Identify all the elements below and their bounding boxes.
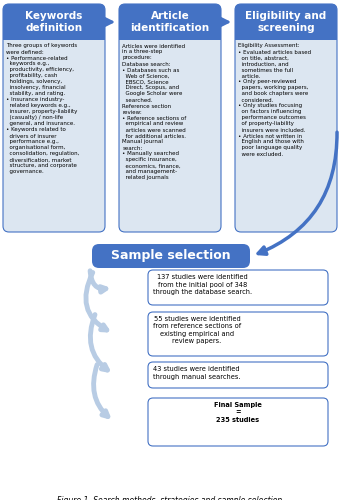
FancyBboxPatch shape [119, 4, 221, 232]
FancyBboxPatch shape [3, 4, 105, 40]
Text: Article
identification: Article identification [131, 11, 210, 33]
FancyBboxPatch shape [235, 4, 337, 232]
FancyBboxPatch shape [148, 362, 328, 388]
FancyBboxPatch shape [3, 4, 105, 232]
FancyBboxPatch shape [148, 398, 328, 446]
FancyBboxPatch shape [92, 244, 250, 268]
Text: Three groups of keywords
were defined:
• Performance-related
  keywords e.g.,
  : Three groups of keywords were defined: •… [6, 44, 80, 174]
FancyBboxPatch shape [235, 4, 337, 40]
FancyBboxPatch shape [235, 22, 337, 40]
FancyBboxPatch shape [119, 22, 221, 40]
FancyBboxPatch shape [3, 22, 105, 40]
FancyBboxPatch shape [148, 270, 328, 305]
FancyBboxPatch shape [148, 312, 328, 356]
Text: Figure 1. Search methods, strategies and sample selection.: Figure 1. Search methods, strategies and… [57, 496, 284, 500]
Text: 55 studies were identified
from reference sections of
existing empirical and
rev: 55 studies were identified from referenc… [153, 316, 241, 344]
Text: Eligibility Assessment:
• Evaluated articles based
  on title, abstract,
  intro: Eligibility Assessment: • Evaluated arti… [238, 44, 312, 156]
Text: Eligibility and
screening: Eligibility and screening [246, 11, 327, 33]
FancyBboxPatch shape [119, 4, 221, 40]
Text: Articles were identified
in a three-step
procedure:
Database search:
• Databases: Articles were identified in a three-step… [122, 44, 187, 180]
Text: Final Sample
=
235 studies: Final Sample = 235 studies [214, 402, 262, 423]
Text: 43 studies were identified
through manual searches.: 43 studies were identified through manua… [153, 366, 240, 380]
Text: Keywords
definition: Keywords definition [25, 11, 83, 33]
Text: 137 studies were identified
from the initial pool of 348
through the database se: 137 studies were identified from the ini… [153, 274, 252, 295]
Text: Sample selection: Sample selection [111, 250, 231, 262]
